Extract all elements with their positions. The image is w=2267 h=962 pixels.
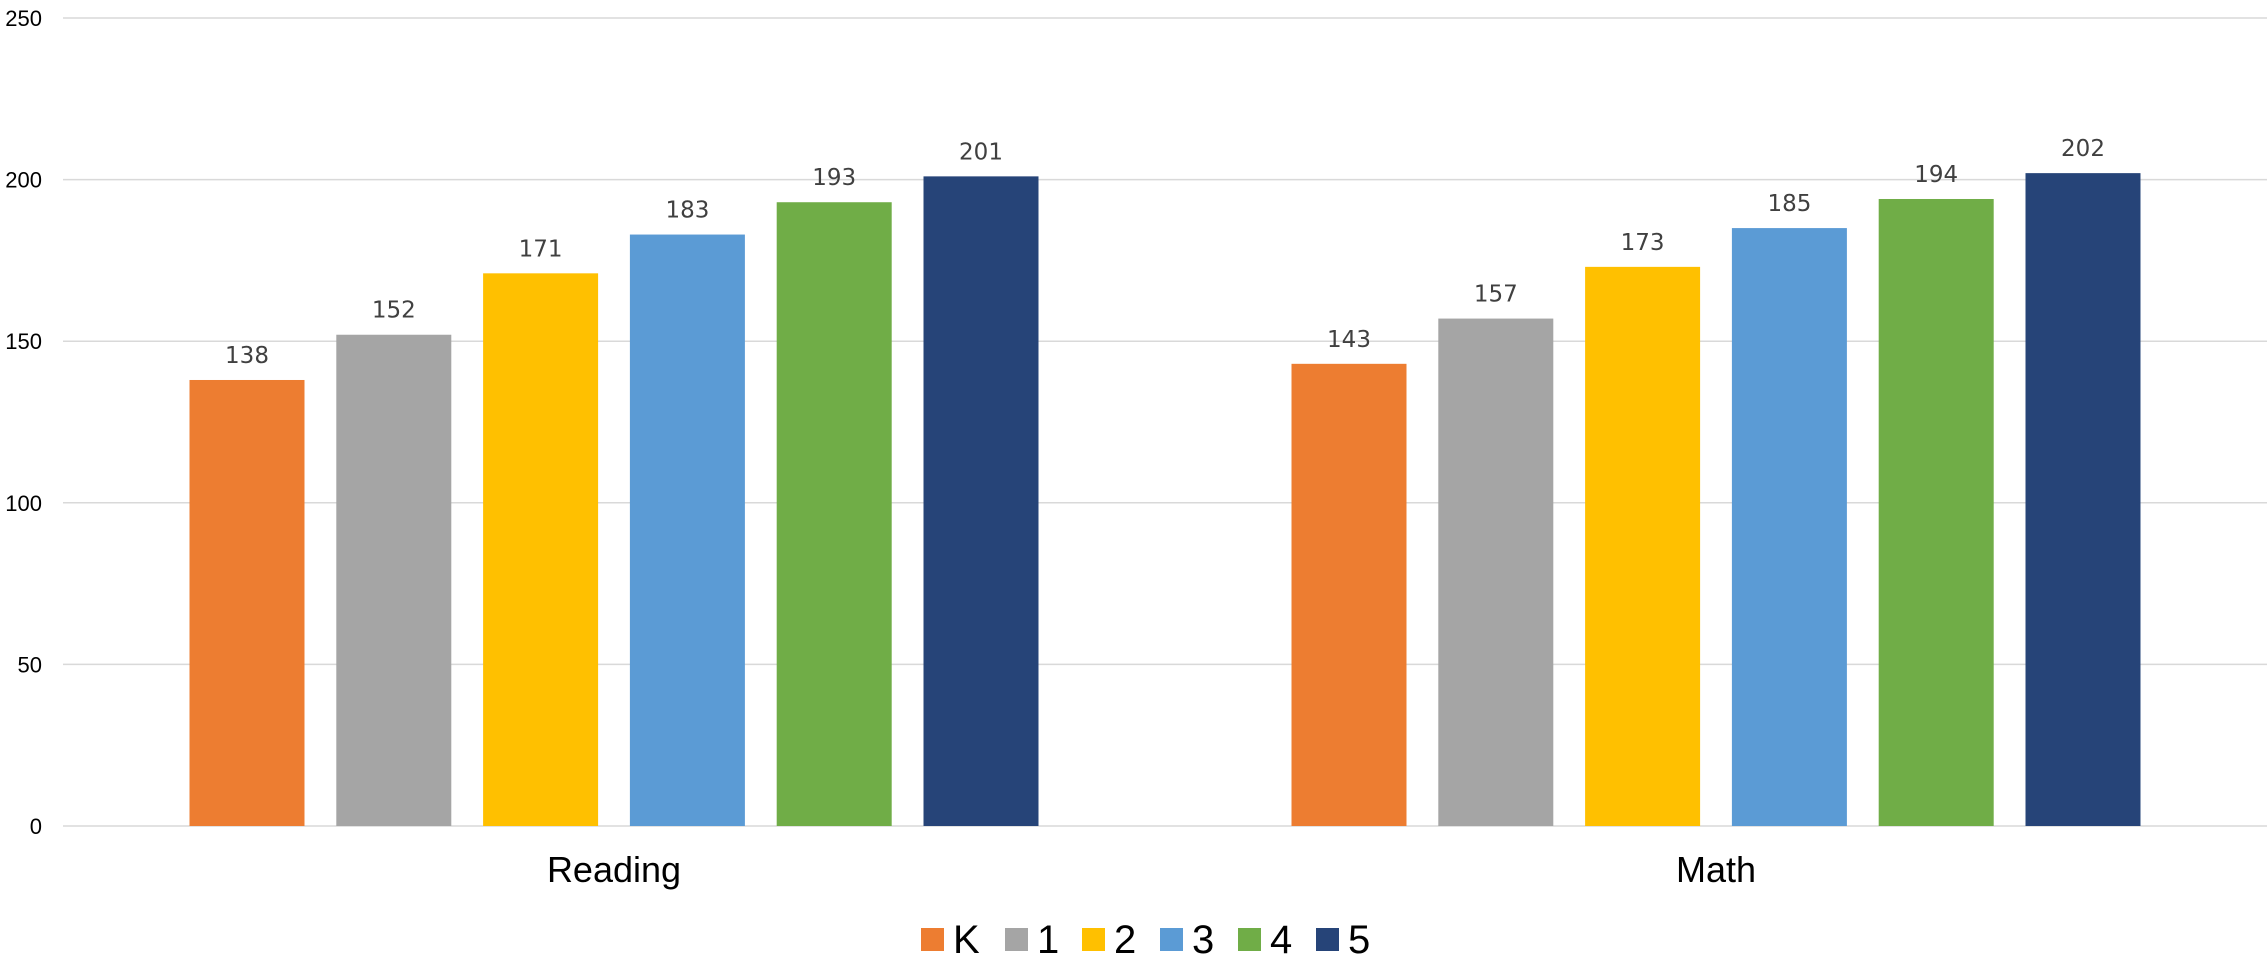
data-labels: 138 152 171 183 193 201 143 157 173 185 194 202	[225, 136, 2105, 369]
legend-swatch	[1005, 928, 1028, 951]
data-label: 173	[1621, 230, 1665, 256]
legend-label: 4	[1270, 918, 1292, 962]
legend: K 1 2 3 4 5	[921, 918, 1370, 962]
legend-swatch	[1238, 928, 1261, 951]
data-label: 185	[1767, 191, 1811, 217]
data-label: 152	[372, 298, 416, 324]
bar	[1585, 266, 1701, 826]
y-tick-label: 200	[5, 168, 42, 193]
bars	[189, 173, 2141, 827]
y-tick-label: 50	[18, 652, 42, 677]
data-label: 201	[959, 139, 1003, 165]
bar	[2025, 173, 2141, 827]
bar	[629, 234, 745, 826]
category-label: Reading	[547, 849, 681, 890]
legend-label: 1	[1037, 918, 1059, 962]
bar	[1731, 228, 1847, 826]
data-label: 157	[1474, 282, 1518, 308]
legend-label: 3	[1192, 918, 1214, 962]
legend-label: 2	[1114, 918, 1136, 962]
bar	[923, 176, 1039, 827]
legend-swatch	[921, 928, 944, 951]
bar	[336, 334, 452, 826]
data-label: 183	[665, 198, 709, 224]
data-label: 171	[519, 236, 563, 262]
legend-swatch	[1160, 928, 1183, 951]
y-tick-label: 0	[30, 814, 42, 839]
legend-swatch	[1316, 928, 1339, 951]
category-labels: Reading Math	[547, 849, 1756, 890]
y-axis-ticks: 0 50 100 150 200 250	[5, 6, 42, 839]
y-tick-label: 250	[5, 6, 42, 31]
y-tick-label: 150	[5, 329, 42, 354]
data-label: 202	[2061, 136, 2105, 162]
bar	[1878, 198, 1994, 826]
legend-label: 5	[1348, 918, 1370, 962]
data-label: 143	[1327, 327, 1371, 353]
y-tick-label: 100	[5, 491, 42, 516]
data-label: 194	[1914, 162, 1958, 188]
legend-swatch	[1082, 928, 1105, 951]
bar	[1438, 318, 1554, 826]
bar	[483, 273, 599, 826]
bar	[776, 202, 892, 826]
legend-label: K	[953, 918, 980, 962]
data-label: 193	[812, 165, 856, 191]
category-label: Math	[1676, 849, 1756, 890]
bar	[189, 379, 305, 826]
data-label: 138	[225, 343, 269, 369]
bar	[1291, 363, 1407, 826]
